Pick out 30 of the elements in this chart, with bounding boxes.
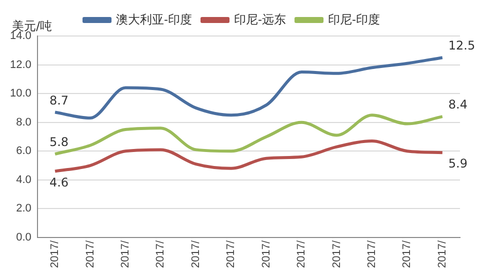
x-tick-label: 2017/ (119, 240, 132, 268)
y-tick-label: 2.0 (16, 202, 32, 215)
x-tick-label: 2017/ (366, 240, 378, 268)
y-axis-title: 美元/吨 (12, 18, 52, 33)
x-tick-label: 2017/ (49, 240, 62, 268)
data-label: 5.9 (448, 156, 468, 171)
y-tick-label: 6.0 (16, 145, 32, 158)
x-tick-label: 2017/ (330, 240, 343, 268)
y-tick-label: 4.0 (16, 174, 32, 186)
y-tick-label: 12.0 (10, 58, 32, 71)
data-label: 8.4 (448, 98, 468, 112)
legend-label: 澳大利亚-印度 (116, 12, 192, 26)
legend-label: 印尼-印度 (328, 12, 380, 26)
x-tick-label: 2017/ (436, 240, 448, 268)
y-tick-label: 10.0 (10, 88, 32, 100)
x-tick-label: 2017/ (154, 240, 167, 268)
data-label: 8.7 (49, 93, 69, 108)
data-label: 12.5 (448, 38, 476, 53)
x-tick-label: 2017/ (190, 240, 202, 268)
y-tick-label: 8.0 (16, 116, 32, 128)
y-tick-label: 0.0 (16, 232, 32, 244)
x-tick-label: 2017/ (84, 240, 96, 268)
x-tick-label: 2017/ (260, 240, 272, 268)
data-label: 4.6 (49, 175, 69, 190)
x-tick-label: 2017/ (401, 240, 414, 268)
x-tick-label: 2017/ (225, 240, 238, 268)
data-label: 5.8 (49, 135, 69, 150)
x-tick-label: 2017/ (296, 240, 308, 268)
y-tick-label: 14.0 (10, 30, 32, 42)
legend-label: 印尼-远东 (234, 12, 286, 26)
